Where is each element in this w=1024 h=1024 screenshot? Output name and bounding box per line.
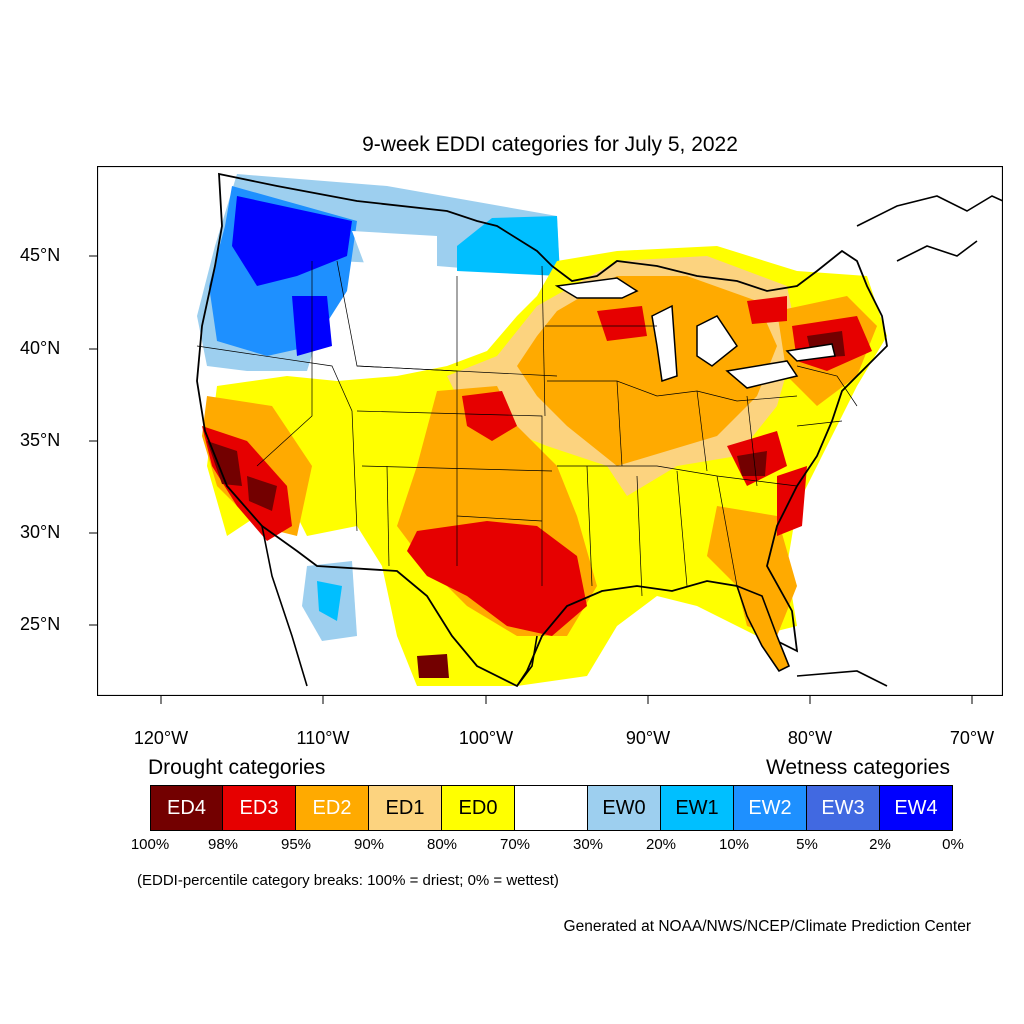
lat-label-35: 35°N (20, 430, 61, 450)
great-lakes (554, 277, 836, 389)
percentile-label: 90% (353, 836, 385, 853)
percentile-label: 10% (718, 836, 750, 853)
percentile-label: 70% (499, 836, 531, 853)
percentile-label: 80% (426, 836, 458, 853)
legend-color-bar: ED4 ED3 ED2 ED1 ED0 EW0 EW1 EW2 EW3 EW4 (150, 785, 953, 831)
dry-region-arizona-ed4 (247, 476, 277, 511)
baja-coast (261, 525, 308, 687)
legend-swatch-ew0: EW0 (588, 786, 661, 830)
legend-swatch-ew3: EW3 (807, 786, 880, 830)
canada-maritime (856, 195, 1003, 262)
percentile-label: 100% (130, 836, 170, 853)
percentile-label: 0% (942, 836, 964, 853)
wet-region-northwest-dark (232, 196, 352, 286)
legend-swatch-ed0: ED0 (442, 786, 515, 830)
lat-label-25: 25°N (20, 614, 61, 634)
florida (735, 584, 791, 673)
legend-swatch-ed1: ED1 (369, 786, 442, 830)
percentile-label: 30% (572, 836, 604, 853)
conus-outline (196, 172, 888, 688)
wet-region-montana-light-patch (352, 231, 437, 271)
dry-region-ontario-ed3 (747, 296, 787, 324)
credit-line: Generated at NOAA/NWS/NCEP/Climate Predi… (563, 918, 971, 935)
state-boundaries (196, 260, 858, 597)
legend-swatch-ew1: EW1 (661, 786, 734, 830)
dry-region-california-ed4 (207, 441, 242, 486)
percentile-label: 2% (869, 836, 891, 853)
dry-region-virginia-ed4 (737, 451, 767, 476)
lon-label-120w: 120°W (133, 728, 189, 748)
dry-region-kansas-ed3 (462, 391, 517, 441)
percentile-label: 20% (645, 836, 677, 853)
dry-region-mexico-ed4 (417, 654, 449, 678)
lon-label-90w: 90°W (625, 728, 671, 748)
wet-region-north-central (457, 216, 560, 276)
dry-region-michigan-ed3 (597, 306, 647, 341)
legend-swatch-ew4: EW4 (880, 786, 953, 830)
drought-categories-heading: Drought categories (148, 756, 326, 779)
lon-label-110w: 110°W (296, 728, 350, 748)
lon-label-70w: 70°W (949, 728, 995, 748)
percentile-label: 98% (207, 836, 239, 853)
lat-label-30: 30°N (20, 522, 61, 542)
lon-label-100w: 100°W (458, 728, 514, 748)
map-title: 9-week EDDI categories for July 5, 2022 (362, 133, 738, 156)
percentile-label: 5% (796, 836, 818, 853)
legend-swatch-ed2: ED2 (296, 786, 369, 830)
wetness-categories-heading: Wetness categories (765, 756, 950, 779)
wet-region-mexico-mid (317, 581, 342, 621)
lat-label-40: 40°N (20, 338, 61, 358)
category-breaks-note: (EDDI-percentile category breaks: 100% =… (137, 872, 559, 889)
caribbean-islands (796, 670, 888, 687)
map-panel (97, 166, 1003, 696)
percentile-label: 95% (280, 836, 312, 853)
legend-swatch-ed3: ED3 (223, 786, 296, 830)
lat-label-45: 45°N (20, 245, 61, 265)
legend-swatch-normal (515, 786, 588, 830)
lon-label-80w: 80°W (787, 728, 833, 748)
mexico-gulf-coast (516, 635, 538, 687)
legend-swatch-ew2: EW2 (734, 786, 807, 830)
legend-swatch-ed4: ED4 (150, 786, 223, 830)
